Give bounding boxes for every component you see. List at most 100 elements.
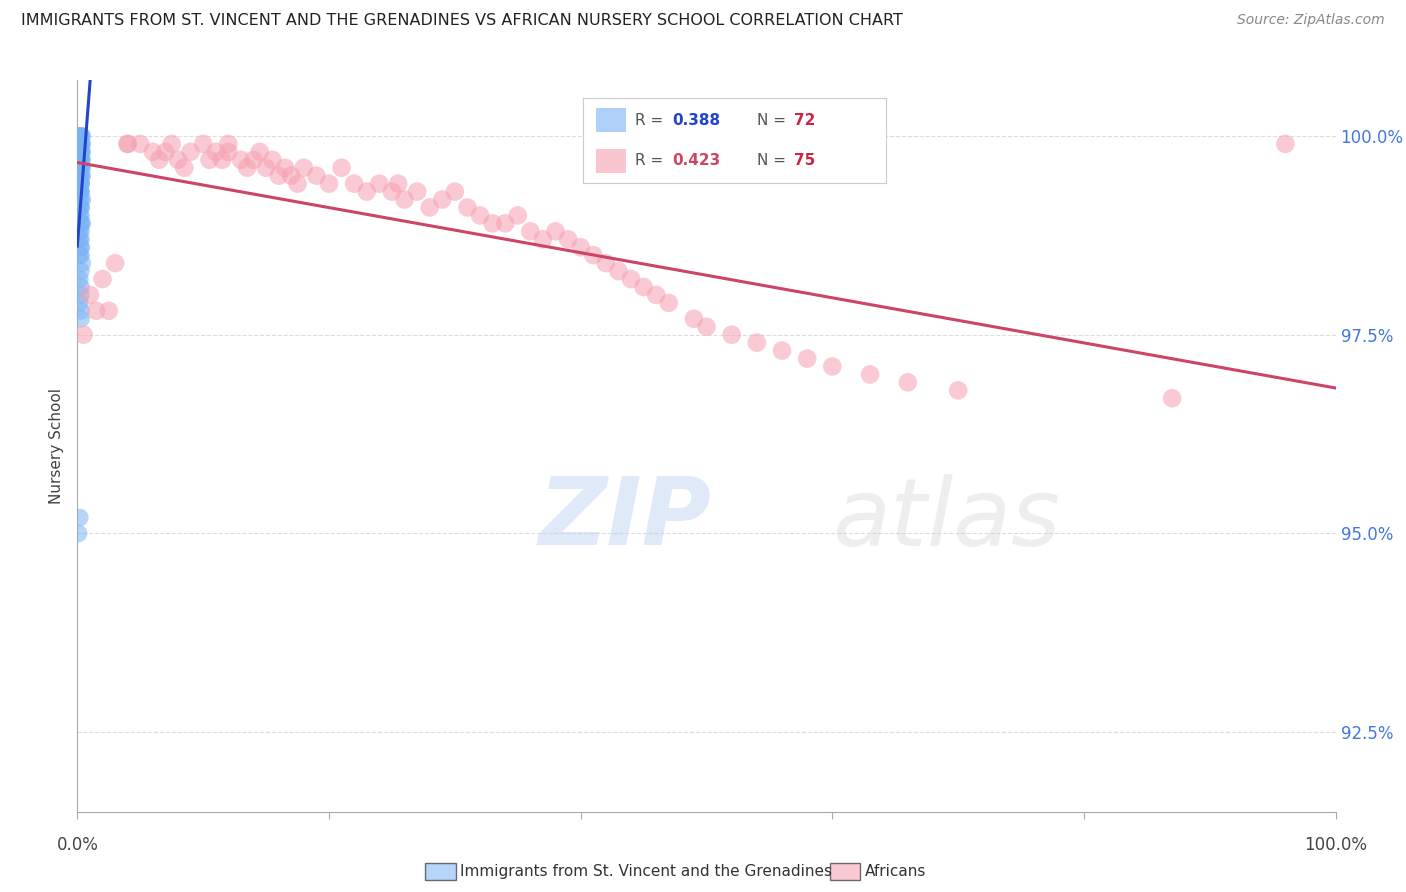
Point [173,161,195,175]
Point [229,153,252,167]
Point [69,153,91,167]
Point [70,240,93,254]
Point [69,161,91,175]
Point [249,145,271,159]
Point [129,136,152,151]
Point [72,327,94,342]
Point [70,161,93,175]
Point [69,153,91,167]
Point [211,153,233,167]
Point [69,224,91,238]
Text: 72: 72 [793,112,815,128]
Point [104,256,127,270]
Point [180,145,202,159]
Point [70,153,93,167]
Point [72,128,94,143]
Point [770,343,793,358]
Point [70,145,93,159]
Point [69,153,91,167]
Point [796,351,818,366]
Point [69,193,91,207]
Point [607,264,630,278]
Point [70,232,93,246]
Point [70,161,93,175]
Text: 0.388: 0.388 [672,112,721,128]
Point [72,161,94,175]
Point [444,185,467,199]
Text: Africans: Africans [865,864,927,879]
Text: R =: R = [636,153,668,169]
Text: ZIP: ZIP [538,473,711,566]
Point [69,145,91,159]
Point [70,145,93,159]
Point [69,136,91,151]
Point [198,153,221,167]
Point [117,136,139,151]
Point [160,136,183,151]
Text: N =: N = [758,153,792,169]
Text: Immigrants from St. Vincent and the Grenadines: Immigrants from St. Vincent and the Gren… [460,864,832,879]
Point [481,216,503,230]
Point [67,136,90,151]
Point [70,216,93,230]
Point [117,136,139,151]
Point [217,136,239,151]
Point [84,303,107,318]
Point [70,153,93,167]
Point [381,185,404,199]
Point [262,153,284,167]
Point [204,145,226,159]
Point [69,128,91,143]
Point [1274,136,1296,151]
Point [167,153,190,167]
Point [69,510,91,524]
Point [69,201,91,215]
Point [69,232,91,246]
Point [494,216,516,230]
Point [70,224,93,238]
Point [69,161,91,175]
Point [70,288,93,302]
Point [70,303,93,318]
Point [91,272,114,286]
Point [948,384,970,398]
Point [720,327,742,342]
Point [280,169,302,183]
Point [544,224,567,238]
Point [69,169,91,183]
Point [70,177,93,191]
Point [155,145,177,159]
Point [148,153,170,167]
Point [72,145,94,159]
Point [645,288,668,302]
Point [70,153,93,167]
Point [318,177,340,191]
Point [330,161,353,175]
Point [254,161,277,175]
Point [142,145,165,159]
Point [191,136,215,151]
Point [582,248,605,262]
Point [69,209,91,223]
Point [557,232,579,246]
Text: 0.423: 0.423 [672,153,721,169]
Text: N =: N = [758,112,792,128]
Point [394,193,416,207]
Point [468,209,491,223]
Point [69,136,91,151]
Point [595,256,617,270]
Point [368,177,391,191]
Point [69,296,91,310]
Point [69,272,91,286]
Point [67,128,90,143]
Point [70,145,93,159]
Point [356,185,378,199]
Point [519,224,541,238]
Point [69,185,91,199]
Point [658,296,681,310]
Point [70,201,93,215]
Point [72,256,94,270]
Y-axis label: Nursery School: Nursery School [49,388,65,504]
Point [620,272,643,286]
Point [70,177,93,191]
